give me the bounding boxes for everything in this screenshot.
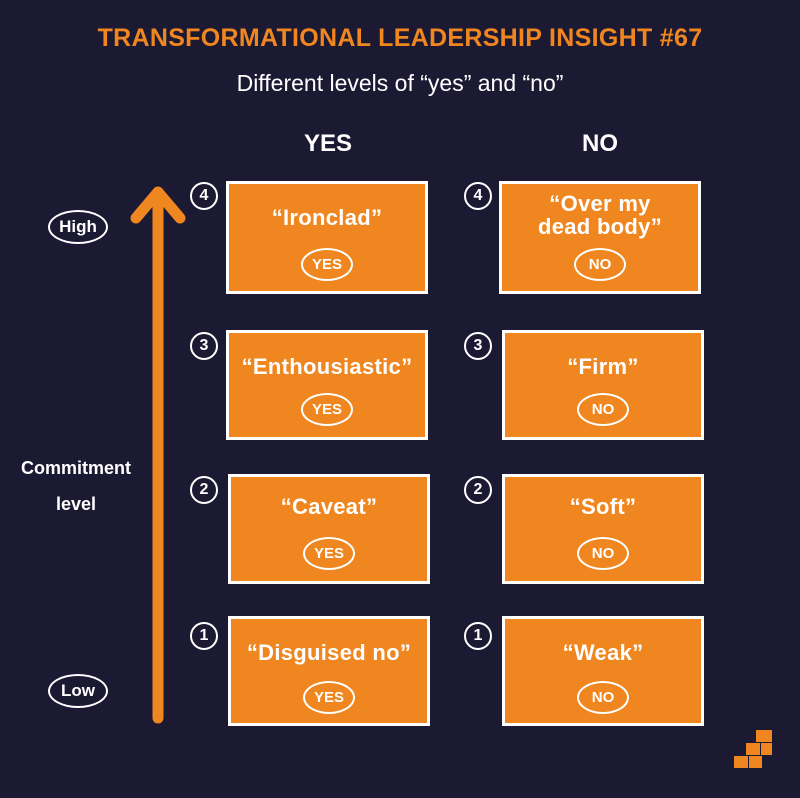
level-number-no: 1	[464, 622, 492, 650]
yes-badge: YES	[301, 393, 353, 426]
card-label: “Firm”	[567, 354, 639, 379]
level-low-badge: Low	[48, 674, 108, 708]
card-no-level-2: “Soft” NO	[502, 474, 704, 584]
axis-label-line2: level	[55, 494, 97, 514]
card-yes-level-2: “Caveat” YES	[228, 474, 430, 584]
card-label: “Enthousiastic”	[241, 354, 413, 379]
card-label: “Caveat”	[280, 494, 378, 519]
card-yes-level-4: “Ironclad” YES	[226, 181, 428, 294]
no-badge: NO	[574, 248, 626, 281]
column-header-no: NO	[582, 130, 618, 157]
yes-badge: YES	[303, 537, 355, 570]
level-number-yes: 2	[190, 476, 218, 504]
page-subtitle: Different levels of “yes” and “no”	[236, 70, 564, 96]
no-badge: NO	[577, 537, 629, 570]
yes-badge: YES	[301, 248, 353, 281]
card-label: “Soft”	[569, 494, 637, 519]
card-label: “Disguised no”	[246, 640, 412, 665]
card-no-level-1: “Weak” NO	[502, 616, 704, 726]
up-arrow-icon	[130, 186, 186, 724]
level-number-no: 2	[464, 476, 492, 504]
level-number-no: 3	[464, 332, 492, 360]
card-yes-level-1: “Disguised no” YES	[228, 616, 430, 726]
no-badge: NO	[577, 393, 629, 426]
card-no-level-4: “Over my dead body” NO	[499, 181, 701, 294]
logo-icon	[734, 730, 772, 768]
no-badge: NO	[577, 681, 629, 714]
yes-badge: YES	[303, 681, 355, 714]
card-label: “Over my dead body”	[537, 191, 662, 239]
level-number-yes: 4	[190, 182, 218, 210]
level-high-badge: High	[48, 210, 108, 244]
axis-label-line1: Commitment	[20, 458, 131, 478]
card-label: “Weak”	[562, 640, 644, 665]
card-label: “Ironclad”	[271, 205, 383, 230]
card-no-level-3: “Firm” NO	[502, 330, 704, 440]
level-number-no: 4	[464, 182, 492, 210]
level-number-yes: 1	[190, 622, 218, 650]
level-number-yes: 3	[190, 332, 218, 360]
page-title: TRANSFORMATIONAL LEADERSHIP INSIGHT #67	[97, 24, 703, 52]
column-header-yes: YES	[303, 130, 353, 157]
axis-label: Commitment level	[6, 450, 146, 522]
card-yes-level-3: “Enthousiastic” YES	[226, 330, 428, 440]
